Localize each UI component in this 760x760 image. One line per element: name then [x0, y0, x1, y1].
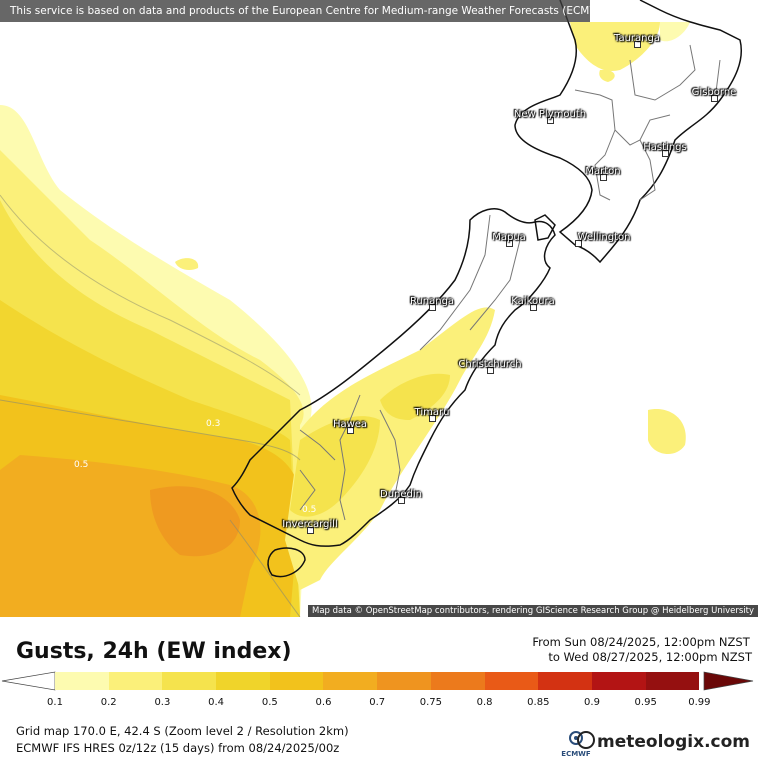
- legend-swatch: [216, 672, 270, 690]
- legend-swatch: [162, 672, 217, 690]
- legend-tick-label: 0.85: [527, 697, 550, 708]
- city-square-icon: [530, 304, 537, 311]
- model-info: ECMWF IFS HRES 0z/12z (15 days) from 08/…: [16, 741, 340, 755]
- city-square-icon: [347, 427, 354, 434]
- date-range: From Sun 08/24/2025, 12:00pm NZST to Wed…: [532, 635, 752, 665]
- legend-tick-label: 0.9: [584, 697, 600, 708]
- legend-tick-label: 0.95: [634, 697, 657, 708]
- legend-swatch: [55, 672, 109, 690]
- city-label: Kaikoura: [511, 296, 555, 307]
- city-square-icon: [711, 95, 718, 102]
- color-legend: [0, 669, 760, 693]
- meteologix-text: meteologix.com: [597, 732, 750, 752]
- city-label: Mapua: [492, 232, 526, 243]
- legend-tick-label: 0.2: [100, 697, 117, 708]
- city-label: New Plymouth: [513, 109, 587, 120]
- legend-tick-label: 0.4: [208, 697, 225, 708]
- meteologix-logo-icon: [577, 731, 596, 749]
- map-title: Gusts, 24h (EW index): [16, 639, 292, 664]
- forecast-map[interactable]: This service is based on data and produc…: [0, 0, 760, 617]
- legend-tick-label: 0.6: [315, 697, 332, 708]
- legend-tick-label: 0.99: [688, 697, 711, 708]
- legend-panel: Gusts, 24h (EW index) From Sun 08/24/202…: [0, 617, 760, 760]
- city-square-icon: [634, 41, 641, 48]
- legend-swatch: [591, 672, 646, 690]
- legend-swatch: [430, 672, 485, 690]
- city-label: Dunedin: [380, 489, 422, 500]
- city-label: Invercargill: [282, 519, 338, 530]
- city-label: Wellington: [577, 232, 631, 243]
- ecmwf-notice: This service is based on data and produc…: [0, 0, 610, 22]
- city-square-icon: [429, 304, 436, 311]
- date-to: to Wed 08/27/2025, 12:00pm NZST: [548, 650, 752, 664]
- ecmwf-text: ECMWF: [561, 750, 591, 758]
- city-square-icon: [398, 497, 405, 504]
- legend-tick-label: 0.8: [476, 697, 493, 708]
- city-label: Hawea: [332, 419, 368, 430]
- city-label: Runanga: [409, 296, 455, 307]
- legend-swatch: [269, 672, 324, 690]
- map-canvas: [0, 0, 742, 617]
- legend-swatch: [108, 672, 163, 690]
- city-label: Hastings: [643, 142, 687, 153]
- date-from: From Sun 08/24/2025, 12:00pm NZST: [532, 635, 750, 649]
- legend-swatch: [645, 672, 700, 690]
- city-label: Christchurch: [458, 359, 522, 370]
- city-square-icon: [547, 117, 554, 124]
- city-label: Tauranga: [614, 33, 660, 44]
- legend-tick-label: 0.3: [154, 697, 171, 708]
- city-square-icon: [307, 527, 314, 534]
- city-square-icon: [662, 150, 669, 157]
- legend-swatch: [377, 672, 431, 690]
- map-attribution: Map data © OpenStreetMap contributors, r…: [308, 605, 758, 617]
- city-label: Timaru: [414, 407, 450, 418]
- legend-bar: [55, 672, 700, 690]
- city-square-icon: [506, 240, 513, 247]
- city-square-icon: [487, 367, 494, 374]
- legend-tick-label: 0.75: [419, 697, 443, 708]
- legend-tick-label: 0.5: [261, 697, 278, 708]
- city-square-icon: [600, 174, 607, 181]
- legend-tick-label: 0.7: [369, 697, 386, 708]
- grid-info: Grid map 170.0 E, 42.4 S (Zoom level 2 /…: [16, 724, 349, 738]
- legend-swatch: [323, 672, 378, 690]
- contour-label: 0.5: [302, 505, 317, 515]
- city-label: Gisborne: [691, 87, 737, 98]
- city-square-icon: [575, 240, 582, 247]
- legend-swatch: [484, 672, 539, 690]
- meteologix-logo[interactable]: meteologix.com: [577, 731, 750, 752]
- contour-label: 0.3: [206, 419, 221, 429]
- legend-swatch: [538, 672, 592, 690]
- city-square-icon: [429, 415, 436, 422]
- legend-tick-label: 0.1: [47, 697, 63, 708]
- contour-label: 0.5: [74, 460, 89, 470]
- city-label: Marton: [585, 166, 621, 177]
